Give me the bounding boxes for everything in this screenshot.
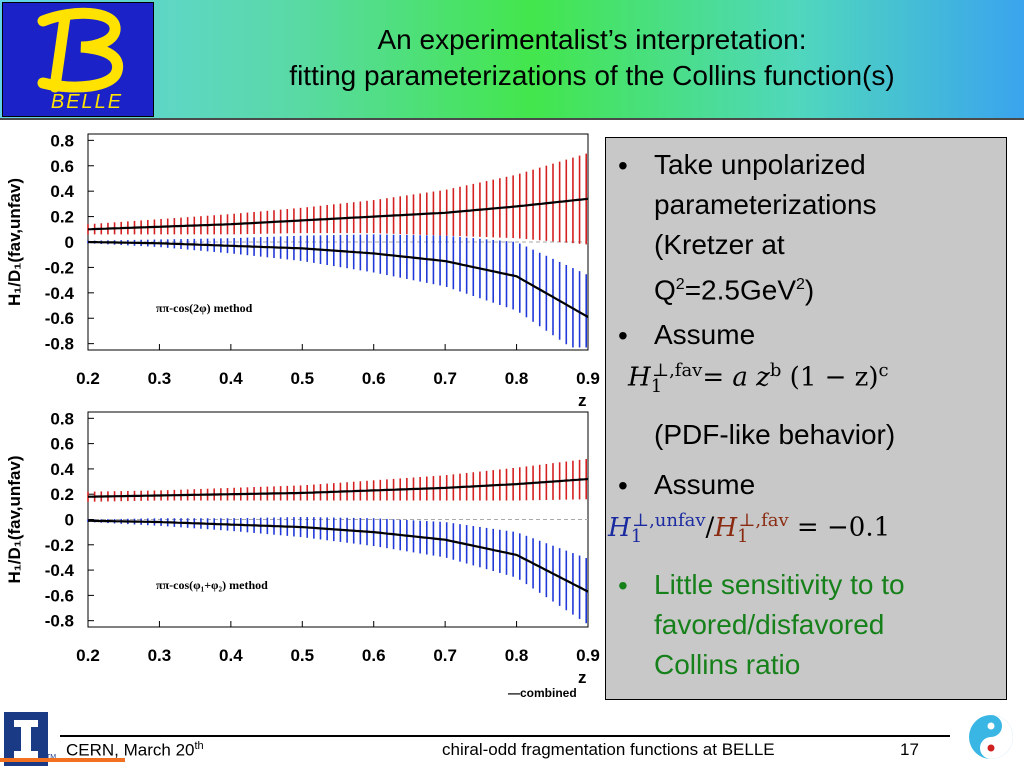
x-tick-label: 0.4: [219, 646, 243, 665]
x-tick-label: 0.2: [76, 646, 100, 665]
x-tick-label: 0.8: [505, 646, 529, 665]
y-tick-label: 0.6: [50, 157, 74, 176]
y-tick-label: -0.6: [45, 586, 74, 605]
bullet-4-line-3: Collins ratio: [654, 649, 801, 680]
y-axis-label: H₁/D₁(fav,unfav): [5, 178, 24, 306]
y-tick-label: -0.4: [45, 561, 75, 580]
y-tick-label: 0.2: [50, 485, 74, 504]
title-line-2: fitting parameterizations of the Collins…: [289, 60, 895, 91]
y-tick-label: 0.6: [50, 435, 74, 454]
footnote-label: —combined: [508, 686, 577, 700]
y-tick-label: 0.8: [50, 131, 74, 150]
bullet-3: Assume: [654, 469, 756, 500]
y-tick-label: -0.2: [45, 536, 74, 555]
method-label: ππ-cos(φ₁+φ₂) method: [156, 578, 268, 592]
illinois-logo: [4, 712, 48, 766]
formula-collins-fav: H1⊥,fav= a zb (1 − z)c: [628, 360, 889, 397]
x-tick-label: 0.9: [576, 646, 600, 665]
plot-frame: [87, 411, 589, 628]
x-tick-label: 0.6: [362, 646, 386, 665]
bullet-1: Take unpolarized parameterizations (Kret…: [654, 145, 1004, 310]
bullet-1-line-3: (Kretzer at: [654, 229, 785, 260]
bullet-2-note: (PDF-like behavior): [654, 419, 896, 450]
y-tick-label: -0.8: [45, 612, 74, 631]
y-tick-label: -0.6: [45, 309, 74, 328]
x-tick-label: 0.5: [290, 369, 314, 388]
bullet-box: • Take unpolarized parameterizations (Kr…: [605, 137, 1007, 700]
yin-yang-logo-icon: [969, 715, 1013, 759]
illinois-orange-bar: [0, 758, 125, 762]
x-tick-label: 0.7: [433, 369, 457, 388]
illinois-trademark: TM: [46, 754, 56, 761]
bullet-4-line-2: favored/disfavored: [654, 609, 885, 640]
footer-rule: [60, 735, 950, 737]
x-tick-label: 0.7: [433, 646, 457, 665]
belle-b-icon: [37, 7, 124, 93]
x-tick-label: 0.4: [219, 369, 243, 388]
page-number: 17: [900, 740, 919, 759]
y-tick-label: 0.4: [50, 182, 74, 201]
title-line-1: An experimentalist’s interpretation:: [377, 24, 807, 55]
bullet-1-line-1: Take unpolarized: [654, 149, 866, 180]
y-tick-label: 0.4: [50, 460, 74, 479]
chart-cos-phi1-phi2: 0.80.60.40.20-0.2-0.4-0.6-0.80.2 0.3 0.4 0.…: [5, 409, 600, 700]
bullet-4-line-1: Little sensitivity to to: [654, 569, 905, 600]
bullet-marker: •: [618, 150, 628, 181]
x-axis-label: z: [578, 391, 587, 410]
x-axis-label: z: [578, 668, 587, 687]
chart-cos2phi: 0.80.60.40.20-0.2-0.4-0.6-0.80.2 0.3 0.4 0.…: [5, 131, 600, 410]
curve-unfav: [88, 519, 589, 593]
bullet-1-line-2: parameterizations: [654, 189, 877, 220]
bullet-1-line-4: Q2=2.5GeV2): [654, 274, 815, 306]
bullet-marker: •: [618, 320, 628, 351]
formula-ratio: H1⊥,unfav/H1⊥,fav = −0.1: [608, 510, 891, 547]
curve-fav: [87, 197, 589, 231]
y-tick-label: 0.8: [50, 409, 74, 428]
header-bar: BELLE An experimentalist’s interpretatio…: [0, 0, 1024, 120]
footer-title: chiral-odd fragmentation functions at BE…: [442, 740, 775, 759]
bullet-marker: •: [618, 570, 628, 601]
y-tick-label: 0: [65, 511, 74, 530]
curve-fav: [88, 477, 589, 498]
method-label: ππ-cos(2φ) method: [156, 301, 253, 315]
y-tick-label: -0.2: [45, 258, 74, 277]
logo-text: BELLE: [50, 91, 124, 113]
curve-unfav: [87, 240, 589, 318]
y-tick-label: -0.8: [45, 335, 74, 354]
illinois-i-icon: [14, 720, 38, 758]
slide-title: An experimentalist’s interpretation: fit…: [160, 22, 1024, 94]
y-tick-label: -0.4: [45, 284, 75, 303]
bullet-4: Little sensitivity to to favored/disfavo…: [654, 565, 1004, 685]
bullet-marker: •: [618, 470, 628, 501]
footer-date: CERN, March 20th: [66, 740, 204, 760]
x-tick-label: 0.9: [576, 369, 600, 388]
x-tick-label: 0.5: [290, 646, 314, 665]
x-tick-label: 0.3: [148, 646, 172, 665]
x-tick-label: 0.6: [362, 369, 386, 388]
charts-panel: 0.80.60.40.20-0.2-0.4-0.6-0.80.2 0.3 0.4 0.…: [5, 131, 600, 700]
x-tick-label: 0.8: [505, 369, 529, 388]
bullet-2: Assume: [654, 319, 756, 350]
x-tick-label: 0.2: [76, 369, 100, 388]
y-tick-label: 0.2: [50, 208, 74, 227]
x-tick-label: 0.3: [148, 369, 172, 388]
belle-logo: BELLE: [2, 2, 154, 117]
y-axis-label: H₁/D₁(fav,unfav): [5, 455, 24, 583]
y-tick-label: 0: [65, 233, 74, 252]
